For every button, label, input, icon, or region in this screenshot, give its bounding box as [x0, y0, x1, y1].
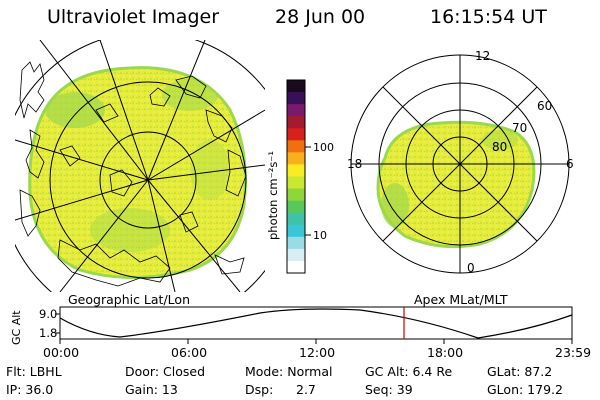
- orbit-xtick-2359: 23:59: [555, 345, 591, 360]
- geo-coastlines: [19, 61, 247, 287]
- colorbar-cell: [287, 212, 305, 226]
- orbit-ytick-1-8: 1.8: [39, 326, 57, 340]
- instrument-title: Ultraviolet Imager: [47, 6, 220, 28]
- orbit-ylabel: GC Alt: [10, 310, 23, 345]
- orbit-strip: 9.0 1.8 GC Alt 00:00 06:00 12:00 18:00 2…: [10, 306, 591, 360]
- colorbar-cell: [287, 260, 305, 274]
- orbit-ytick-9: 9.0: [39, 307, 57, 321]
- status-door: Door: Closed: [125, 364, 206, 379]
- colorbar-cell: [287, 224, 305, 238]
- colorbar-cell: [287, 104, 305, 117]
- colorbar-cell: [287, 176, 305, 190]
- status-dsp-value: 2.7: [296, 382, 316, 397]
- colorbar-cell: [287, 92, 305, 105]
- colorbar-cell: [287, 164, 305, 178]
- status-gain: Gain: 13: [125, 382, 178, 397]
- apex-map: 12 0 18 6 60 70 80 Apex MLat/MLT: [347, 49, 574, 307]
- mlat-label-70: 70: [512, 121, 527, 135]
- apex-emission: [376, 120, 536, 249]
- colorbar-cell: [287, 116, 305, 129]
- colorbar-tick-label-100: 100: [313, 141, 334, 154]
- status-glon: GLon: 179.2: [487, 382, 563, 397]
- apex-grid: [350, 54, 570, 274]
- colorbar-cells: [287, 80, 305, 274]
- colorbar-unit-label: photon cm⁻²s⁻¹: [266, 151, 280, 240]
- geo-caption: Geographic Lat/Lon: [68, 292, 190, 307]
- status-glat: GLat: 87.2: [487, 364, 553, 379]
- status-ip: IP: 36.0: [6, 382, 54, 397]
- colorbar-cell: [287, 200, 305, 214]
- colorbar-cell: [287, 248, 305, 262]
- time-label: 16:15:54 UT: [430, 6, 547, 28]
- mlt-label-12: 12: [475, 49, 490, 63]
- colorbar-cell: [287, 236, 305, 250]
- status-gc-alt: GC Alt: 6.4 Re: [365, 364, 453, 379]
- colorbar-cell: [287, 128, 305, 141]
- mlt-label-6: 6: [566, 157, 574, 171]
- mlat-label-80: 80: [492, 140, 507, 154]
- colorbar-cell: [287, 80, 305, 93]
- apex-caption: Apex MLat/MLT: [414, 292, 508, 307]
- colorbar-cell: [287, 152, 305, 166]
- mlat-label-60: 60: [537, 99, 552, 113]
- colorbar-tick-label-10: 10: [313, 229, 327, 242]
- colorbar: 100 10 photon cm⁻²s⁻¹: [266, 79, 334, 274]
- status-seq: Seq: 39: [365, 382, 413, 397]
- status-flt: Flt: LBHL: [6, 364, 62, 379]
- status-dsp-label: Dsp:: [245, 382, 274, 397]
- mlt-label-18: 18: [347, 157, 362, 171]
- status-mode: Mode: Normal: [245, 364, 333, 379]
- mlt-label-0: 0: [467, 261, 475, 275]
- colorbar-cell: [287, 188, 305, 202]
- orbit-xtick-1800: 18:00: [427, 345, 463, 360]
- orbit-xtick-1200: 12:00: [299, 345, 335, 360]
- geographic-map: Geographic Lat/Lon: [15, 40, 265, 307]
- orbit-xtick-0600: 06:00: [171, 345, 207, 360]
- colorbar-frame: [286, 79, 306, 274]
- date-label: 28 Jun 00: [275, 6, 366, 28]
- orbit-altitude-curve: [59, 308, 573, 339]
- orbit-xtick-0000: 00:00: [43, 345, 79, 360]
- colorbar-cell: [287, 140, 305, 153]
